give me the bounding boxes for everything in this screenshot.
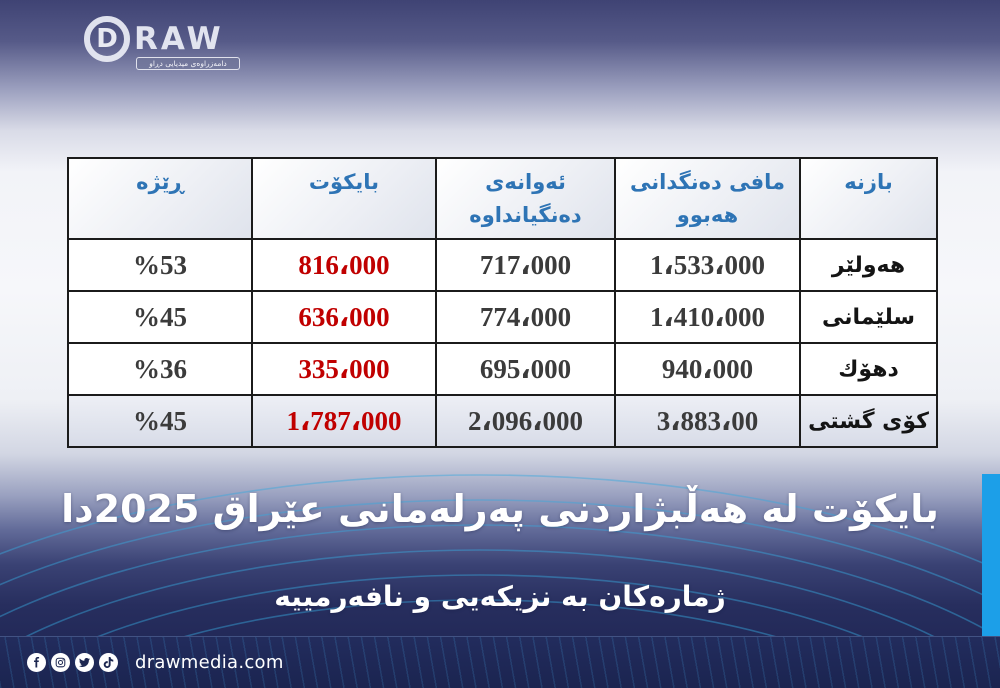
boycott-table-wrapper: بازنه مافی دەنگدانی هەبوو ئەوانەی دەنگیا… [67,157,938,448]
rate-cell: %45 [67,394,253,448]
facebook-icon[interactable] [27,653,46,672]
table-row-duhok: دهۆك 940،000 695،000 335،000 %36 [67,342,938,396]
twitter-icon[interactable] [75,653,94,672]
rate-cell: %36 [67,342,253,396]
footer-bar: drawmedia.com [0,636,1000,688]
zone-cell: كۆی گشتی [799,394,938,448]
logo-raw-text: RAW [134,20,224,57]
table-row-total: كۆی گشتی 3،883،00 2،096،000 1،787،000 %4… [67,394,938,448]
boycott-cell: 1،787،000 [251,394,437,448]
table-row-erbil: هەولێر 1،533،000 717،000 816،000 %53 [67,238,938,292]
main-title: بایكۆت لە هەڵبژاردنی پەرلەمانی عێراق 202… [61,487,939,531]
logo-tagline-band: دامەزراوەی میدیایی دڕاو [136,57,240,70]
boycott-cell: 816،000 [251,238,437,292]
voted-cell: 695،000 [435,342,616,396]
rate-cell: %45 [67,290,253,344]
col-header-eligible: مافی دەنگدانی هەبوو [614,157,801,240]
voted-cell: 717،000 [435,238,616,292]
rate-cell: %53 [67,238,253,292]
boycott-cell: 636،000 [251,290,437,344]
zone-cell: هەولێر [799,238,938,292]
tiktok-icon[interactable] [99,653,118,672]
table-header-row: بازنه مافی دەنگدانی هەبوو ئەوانەی دەنگیا… [67,157,938,240]
col-header-zone: بازنه [799,157,938,240]
boycott-table: بازنه مافی دەنگدانی هەبوو ئەوانەی دەنگیا… [67,157,938,448]
voted-cell: 2،096،000 [435,394,616,448]
subtitle: ژمارەكان بە نزیكەیی و نافەرمییە [274,580,726,613]
website-link[interactable]: drawmedia.com [135,652,284,673]
eligible-cell: 1،533،000 [614,238,801,292]
eligible-cell: 3،883،00 [614,394,801,448]
logo-ring-icon: D [84,16,130,62]
accent-bar [982,474,1000,637]
logo-d-letter: D [96,24,118,54]
instagram-icon[interactable] [51,653,70,672]
col-header-boycott: بایكۆت [251,157,437,240]
eligible-cell: 940،000 [614,342,801,396]
zone-cell: دهۆك [799,342,938,396]
table-row-sulaymaniyah: سلێمانی 1،410،000 774،000 636،000 %45 [67,290,938,344]
boycott-cell: 335،000 [251,342,437,396]
col-header-rate: ڕێژە [67,157,253,240]
zone-cell: سلێمانی [799,290,938,344]
draw-logo: D RAW دامەزراوەی میدیایی دڕاو [84,16,240,70]
voted-cell: 774،000 [435,290,616,344]
eligible-cell: 1،410،000 [614,290,801,344]
col-header-voted: ئەوانەی دەنگیانداوە [435,157,616,240]
logo-tagline: دامەزراوەی میدیایی دڕاو [149,58,227,68]
